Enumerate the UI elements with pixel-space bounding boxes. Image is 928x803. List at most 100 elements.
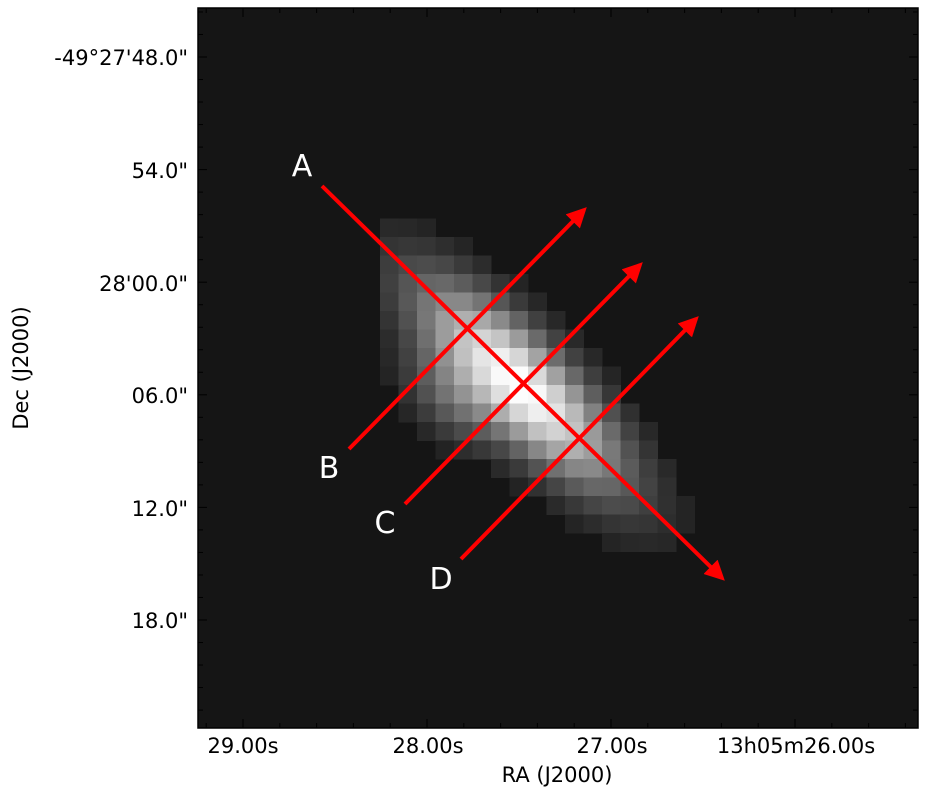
image-pixel [435, 237, 455, 256]
cut-c [403, 262, 643, 506]
y-tick-label: 06.0" [132, 384, 188, 408]
y-tick-label: 18.0" [132, 609, 188, 633]
image-pixel [398, 292, 418, 312]
image-pixel [583, 514, 603, 534]
image-pixel [602, 533, 621, 552]
image-pixel [509, 329, 529, 349]
image-pixel [620, 422, 640, 441]
image-pixel [417, 237, 436, 256]
y-axis-label: Dec (J2000) [9, 306, 33, 429]
cut-lines [320, 184, 725, 581]
image-pixel [454, 292, 473, 312]
image-pixel [454, 403, 473, 423]
y-tick-label: 54.0" [132, 159, 188, 183]
image-pixel [491, 329, 510, 349]
image-pixel [546, 311, 566, 330]
image-pixel [472, 440, 492, 460]
image-pixel [639, 477, 658, 497]
image-pixel [454, 366, 473, 386]
image-pixel [417, 403, 436, 423]
image-pixel [602, 366, 621, 386]
image-pixel [509, 348, 529, 367]
image-pixel [565, 514, 584, 534]
image-pixel [454, 348, 473, 367]
image-pixel [472, 255, 492, 275]
image-pixel [454, 274, 473, 293]
image-pixel [565, 366, 584, 386]
cut-label: C [375, 506, 396, 541]
image-pixel [657, 496, 677, 515]
y-tick-label: -49°27'48.0" [54, 46, 188, 70]
image-pixel [676, 496, 695, 515]
image-pixel [583, 366, 603, 386]
image-pixel [583, 348, 603, 367]
x-tick-label: 27.00s [576, 734, 647, 758]
image-pixel [602, 496, 621, 515]
image-pixel [491, 348, 510, 367]
image-pixel [435, 403, 455, 423]
image-pixel [398, 255, 418, 275]
image-pixel [417, 274, 436, 293]
image-pixel [565, 477, 584, 497]
image-pixel [565, 459, 584, 478]
image-pixel [565, 348, 584, 367]
image-pixel [398, 237, 418, 256]
image-pixel [435, 366, 455, 386]
image-pixel [435, 292, 455, 312]
image-pixel [565, 385, 584, 404]
image-pixel [472, 422, 492, 441]
image-pixel [509, 385, 529, 404]
image-pixel [454, 255, 473, 275]
image-pixel [528, 440, 547, 460]
image-pixel [657, 477, 677, 497]
image-pixel [509, 459, 529, 478]
image-pixel [546, 385, 566, 404]
image-pixel [620, 459, 640, 478]
image-pixel [657, 459, 677, 478]
ticks [198, 8, 918, 728]
image-pixel [583, 496, 603, 515]
image-pixel [435, 422, 455, 441]
image-pixel [491, 440, 510, 460]
image-pixel [472, 274, 492, 293]
image-pixel [509, 292, 529, 312]
image-pixel [398, 218, 418, 238]
image-pixel [435, 440, 455, 460]
image-pixel [472, 366, 492, 386]
image-pixel [454, 237, 473, 256]
image-pixel [509, 440, 529, 460]
image-pixel [509, 422, 529, 441]
image-pixel [454, 385, 473, 404]
cut-label: A [292, 149, 313, 184]
image-pixel [639, 422, 658, 441]
image-pixel [491, 403, 510, 423]
image-pixel [620, 533, 640, 552]
image-pixel [417, 385, 436, 404]
image-pixel [454, 329, 473, 349]
image-pixel [528, 292, 547, 312]
image-pixel [620, 514, 640, 534]
image-pixel [380, 329, 399, 349]
image-pixel [417, 348, 436, 367]
image-pixel [491, 311, 510, 330]
cut-a [320, 184, 725, 581]
y-tick-label: 28'00.0" [99, 272, 188, 296]
image-pixel [380, 274, 399, 293]
image-pixel [398, 366, 418, 386]
image-pixel [509, 311, 529, 330]
image-pixel [454, 440, 473, 460]
image-pixel [472, 329, 492, 349]
image-pixel [417, 366, 436, 386]
cut-label: D [429, 562, 452, 597]
image-pixel [472, 348, 492, 367]
image-pixel [435, 274, 455, 293]
image-pixel [546, 477, 566, 497]
image-pixel [417, 218, 436, 238]
image-pixel [398, 385, 418, 404]
image-pixel [528, 403, 547, 423]
cut-d [459, 316, 699, 561]
image-pixel [398, 311, 418, 330]
x-tick-label: 29.00s [207, 734, 278, 758]
image-pixel [602, 422, 621, 441]
